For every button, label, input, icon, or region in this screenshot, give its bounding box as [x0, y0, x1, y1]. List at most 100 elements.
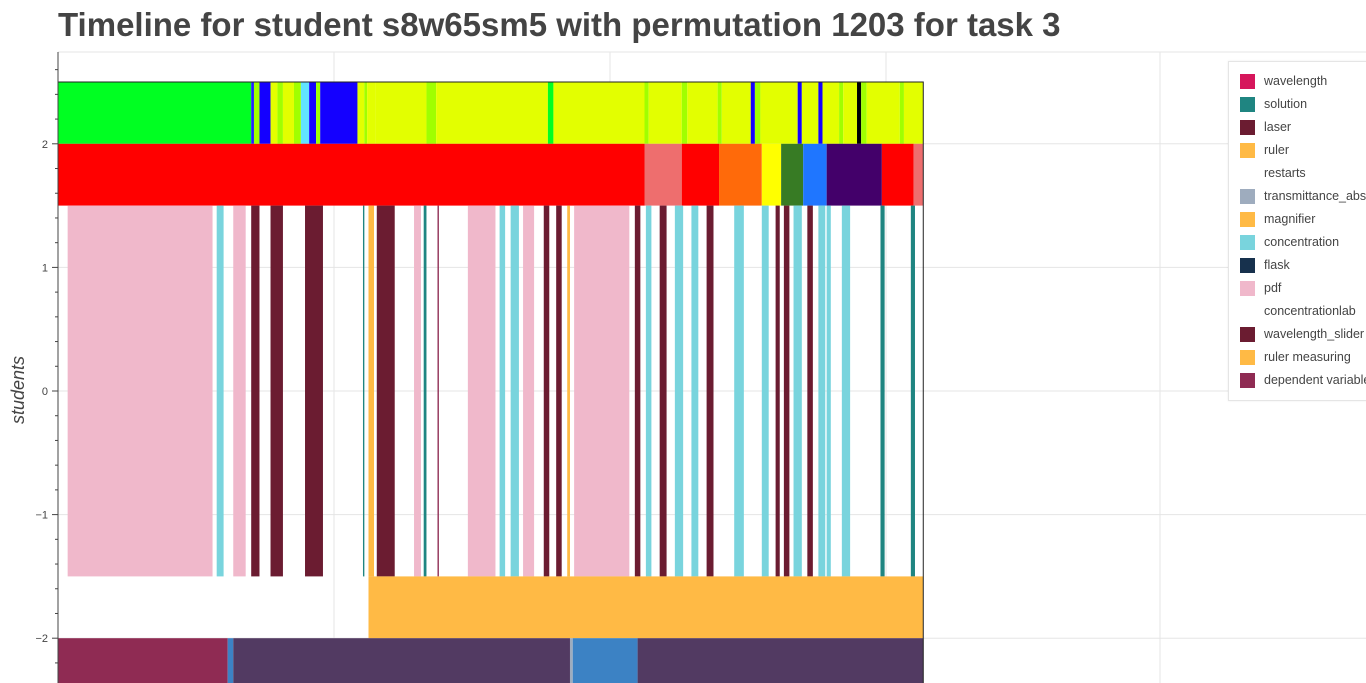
- legend-label: wavelength_slider: [1264, 327, 1365, 341]
- timeline-bar-lane0-27: [754, 82, 761, 144]
- timeline-bar-lane0-39: [903, 82, 924, 144]
- legend-item[interactable]: transmittance_absorbance: [1240, 186, 1366, 206]
- legend-label: wavelength: [1264, 74, 1328, 88]
- timeline-bar-lane0-6: [282, 82, 294, 144]
- timeline-bar-lane0-3: [259, 82, 271, 144]
- timeline-bar-lane2-23: [674, 205, 684, 577]
- legend-label: magnifier: [1264, 212, 1316, 226]
- timeline-bar-lane1-4: [761, 143, 782, 206]
- timeline-bar-lane2-25: [706, 205, 714, 577]
- timeline-bar-lane1-1: [644, 143, 682, 206]
- timeline-bar-lane2-26: [734, 205, 744, 577]
- y-tick-label: 0: [42, 386, 48, 398]
- timeline-bar-lane1-9: [913, 143, 924, 206]
- timeline-bar-lane0-14: [367, 82, 376, 144]
- timeline-bar-lane0-32: [822, 82, 840, 144]
- timeline-bar-lane2-14: [510, 205, 519, 577]
- legend-label: laser: [1264, 120, 1292, 134]
- timeline-bar-lane2-20: [634, 205, 641, 577]
- timeline-bar-lane1-5: [781, 143, 804, 206]
- timeline-bar-lane2-11: [437, 205, 439, 577]
- legend-item[interactable]: ruler: [1240, 140, 1289, 160]
- timeline-bar-lane2-29: [783, 205, 790, 577]
- timeline-bar-lane2-8: [376, 205, 395, 577]
- timeline-bar-lane2-16: [543, 205, 550, 577]
- y-tick-label: −1: [35, 510, 48, 522]
- legend-item[interactable]: laser: [1240, 117, 1291, 137]
- timeline-bar-lane0-28: [760, 82, 798, 144]
- legend-item[interactable]: restarts: [1240, 163, 1306, 183]
- timeline-bar-lane3-0: [368, 576, 924, 639]
- timeline-bar-lane2-34: [841, 205, 851, 577]
- legend-item[interactable]: solution: [1240, 94, 1307, 114]
- timeline-bar-lane0-4: [270, 82, 278, 144]
- legend-label: concentration: [1264, 235, 1340, 249]
- timeline-bar-lane2-31: [807, 205, 813, 577]
- timeline-bar-lane0-24: [717, 82, 722, 144]
- legend-item[interactable]: flask: [1240, 255, 1290, 275]
- timeline-bar-lane0-13: [364, 82, 368, 144]
- timeline-bar-lane2-0: [67, 205, 213, 577]
- timeline-bar-lane4-2: [233, 638, 570, 683]
- timeline-bar-lane0-5: [277, 82, 283, 144]
- legend-label: ruler: [1264, 143, 1290, 157]
- timeline-bar-lane0-15: [375, 82, 427, 144]
- timeline-bar-lane0-1: [251, 82, 254, 144]
- legend-swatch: [1240, 326, 1255, 342]
- timeline-bar-lane0-34: [843, 82, 858, 144]
- timeline-bar-lane2-17: [556, 205, 562, 577]
- legend-label: transmittance_absorbance: [1264, 189, 1366, 203]
- timeline-bar-lane2-10: [423, 205, 427, 577]
- timeline-bar-lane4-3: [569, 638, 573, 683]
- timeline-bar-lane0-0: [58, 82, 252, 144]
- timeline-bar-lane2-27: [761, 205, 769, 577]
- legend-item[interactable]: pdf: [1240, 278, 1281, 298]
- legend-swatch: [1240, 280, 1255, 296]
- legend-swatch: [1240, 234, 1255, 250]
- legend-label: dependent variable: [1264, 373, 1366, 387]
- timeline-bar-lane2-7: [368, 205, 375, 577]
- legend-swatch: [1240, 119, 1255, 135]
- timeline-bar-lane0-8: [300, 82, 310, 144]
- timeline-bar-lane2-2: [233, 205, 246, 577]
- timeline-bar-lane2-5: [305, 205, 323, 577]
- timeline-bar-lane2-24: [691, 205, 699, 577]
- legend-item[interactable]: concentrationlab: [1240, 301, 1356, 321]
- timeline-bar-lane0-9: [309, 82, 317, 144]
- timeline-bar-lane0-21: [648, 82, 682, 144]
- timeline-bar-lane1-7: [826, 143, 882, 206]
- legend-item[interactable]: ruler measuring: [1240, 347, 1351, 367]
- legend-item[interactable]: dependent variable: [1240, 370, 1366, 390]
- legend-label: solution: [1264, 97, 1308, 111]
- chart-legend: wavelength solution laser ruler restarts tran…: [1228, 61, 1366, 401]
- timeline-bar-lane4-1: [227, 638, 234, 683]
- timeline-bar-lane2-13: [499, 205, 506, 577]
- timeline-bar-lane0-35: [857, 82, 862, 144]
- timeline-bar-lane1-6: [803, 143, 827, 206]
- timeline-bar-lane2-28: [775, 205, 780, 577]
- legend-swatch: [1240, 96, 1255, 112]
- timeline-bar-lane2-19: [574, 205, 630, 577]
- legend-item[interactable]: wavelength: [1240, 71, 1327, 91]
- timeline-bar-lane4-5: [637, 638, 924, 683]
- timeline-bar-lane2-32: [818, 205, 826, 577]
- legend-item[interactable]: wavelength_slider: [1240, 324, 1364, 344]
- legend-swatch: [1240, 142, 1255, 158]
- timeline-bar-lane0-38: [899, 82, 904, 144]
- timeline-bar-lane0-36: [861, 82, 867, 144]
- legend-item[interactable]: magnifier: [1240, 209, 1315, 229]
- legend-label: concentrationlab: [1264, 304, 1356, 318]
- legend-item[interactable]: concentration: [1240, 232, 1339, 252]
- timeline-bar-lane0-30: [801, 82, 819, 144]
- timeline-bar-lane0-20: [644, 82, 649, 144]
- timeline-bar-lane0-29: [797, 82, 802, 144]
- timeline-bar-lane4-4: [572, 638, 638, 683]
- y-axis: 2 1 0 −1 −2: [35, 52, 59, 683]
- y-tick-label: −2: [35, 633, 48, 645]
- timeline-bar-lane0-7: [293, 82, 301, 144]
- timeline-bar-lane2-35: [880, 205, 885, 577]
- legend-swatch: [1240, 372, 1255, 388]
- timeline-bar-lane0-31: [818, 82, 823, 144]
- timeline-bar-lane2-22: [659, 205, 667, 577]
